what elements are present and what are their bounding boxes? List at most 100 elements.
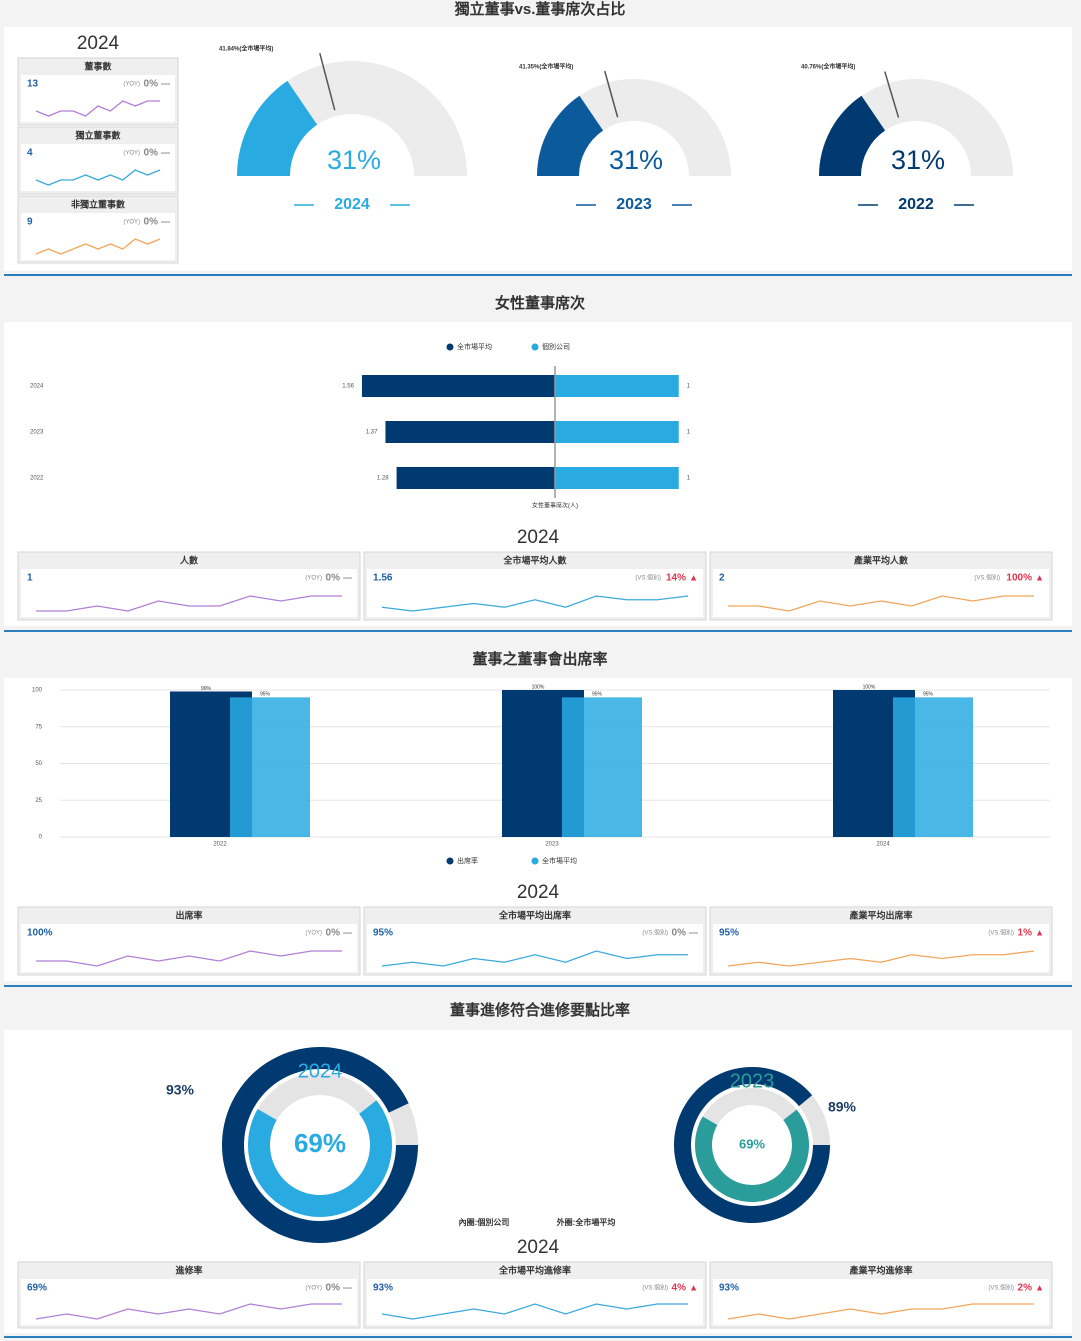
kpi-body [21, 924, 357, 972]
kpi-value: 1 [27, 573, 33, 584]
value-label: 1 [687, 384, 691, 390]
gauge-year: 2023 [616, 196, 652, 213]
bar [555, 375, 679, 397]
gauge-value: 31% [891, 145, 945, 175]
inner-value: 69% [739, 1136, 765, 1151]
gauge-track [537, 78, 731, 176]
outer-value: 93% [166, 1082, 195, 1098]
bar [385, 421, 555, 443]
kpi-change: 0% [672, 928, 687, 939]
market-needle [884, 71, 900, 118]
x-tick-label: 2022 [213, 842, 227, 848]
kpi-trend: — [343, 572, 352, 582]
kpi-label: 產業平均出席率 [848, 909, 912, 920]
bar [230, 697, 310, 837]
bar [361, 375, 555, 397]
x-tick-label: 2024 [876, 842, 890, 848]
kpi-trend: — [343, 927, 352, 937]
gauge-year: 2022 [898, 196, 934, 213]
kpi-change: 0% [326, 573, 341, 584]
legend-marker [446, 343, 454, 351]
kpi-label: 進修率 [175, 1264, 202, 1275]
kpi-compare: (VS.個別) [642, 929, 668, 937]
value-label: 1.56 [342, 384, 354, 390]
kpi-change: 0% [144, 148, 159, 159]
y-tick-label: 0 [39, 835, 43, 841]
market-label: 40.76%(全市場平均) [801, 63, 855, 71]
gauge-year: 2024 [334, 196, 370, 213]
value-label: 1.37 [366, 430, 378, 436]
kpi-value: 100% [27, 928, 53, 939]
outer-value: 89% [828, 1099, 857, 1115]
x-axis-label: 女性董事席次(人) [532, 502, 578, 510]
kpi-body [21, 213, 175, 260]
kpi-body [713, 1279, 1049, 1325]
kpi-change: 14% [666, 573, 686, 584]
kpi-body [713, 569, 1049, 617]
year-header: 2024 [517, 1237, 560, 1258]
bar [893, 697, 973, 837]
legend-label: 全市場平均 [457, 342, 492, 351]
kpi-value: 9 [27, 217, 33, 228]
kpi-compare: (VS.個別) [974, 574, 1000, 582]
bar [396, 467, 555, 489]
kpi-change: 0% [144, 217, 159, 228]
kpi-body [367, 569, 703, 617]
kpi-trend: — [689, 927, 698, 937]
inner-ring [695, 1109, 809, 1202]
kpi-change: 0% [326, 928, 341, 939]
divider [4, 630, 1072, 632]
kpi-trend: — [161, 216, 170, 226]
kpi-compare: (YOY) [305, 931, 322, 937]
legend-marker [531, 857, 539, 865]
kpi-change: 100% [1006, 573, 1032, 584]
sparkline [727, 1303, 1034, 1320]
inner-ring [247, 1100, 392, 1217]
kpi-trend: ▲ [1035, 1282, 1044, 1292]
kpi-change: 0% [326, 1283, 341, 1294]
inner-value: 69% [294, 1128, 346, 1158]
sparkline [728, 595, 1034, 612]
kpi-label: 出席率 [175, 909, 202, 920]
kpi-label: 產業平均進修率 [848, 1264, 912, 1275]
section-title: 董事進修符合進修要點比率 [450, 1001, 630, 1019]
sparkline [381, 1303, 688, 1320]
value-label: 95% [260, 692, 271, 698]
y-tick-label: 2023 [30, 430, 44, 436]
divider [4, 985, 1072, 987]
kpi-body [21, 1279, 357, 1325]
sparkline [381, 950, 688, 967]
value-label: 95% [923, 692, 934, 698]
kpi-compare: (YOY) [123, 220, 140, 226]
divider [4, 1336, 1072, 1338]
kpi-trend: ▲ [689, 572, 698, 582]
kpi-body [21, 75, 175, 122]
kpi-value: 1.56 [373, 573, 393, 584]
y-tick-label: 25 [35, 798, 42, 804]
sparkline [36, 950, 342, 967]
value-label: 99% [201, 686, 212, 692]
kpi-label: 非獨立董事數 [71, 198, 126, 209]
sparkline [36, 595, 342, 612]
kpi-compare: (YOY) [123, 82, 140, 88]
kpi-label: 全市場平均人數 [502, 554, 567, 565]
year-header: 2024 [517, 527, 560, 548]
bar [555, 467, 679, 489]
kpi-trend: ▲ [1035, 572, 1044, 582]
legend-marker [446, 857, 454, 865]
y-tick-label: 100 [32, 688, 43, 694]
sparkline [35, 1303, 342, 1320]
value-label: 95% [592, 692, 603, 698]
kpi-label: 全市場平均進修率 [498, 1264, 571, 1275]
kpi-value: 93% [719, 1283, 739, 1294]
legend-label: 個別公司 [542, 342, 570, 351]
kpi-label: 產業平均人數 [853, 554, 909, 565]
sparkline [381, 595, 689, 612]
kpi-change: 1% [1018, 928, 1033, 939]
gauge-track [819, 78, 1013, 176]
kpi-label: 董事數 [84, 60, 112, 71]
kpi-value: 95% [373, 928, 393, 939]
gauge-fill [537, 95, 604, 176]
